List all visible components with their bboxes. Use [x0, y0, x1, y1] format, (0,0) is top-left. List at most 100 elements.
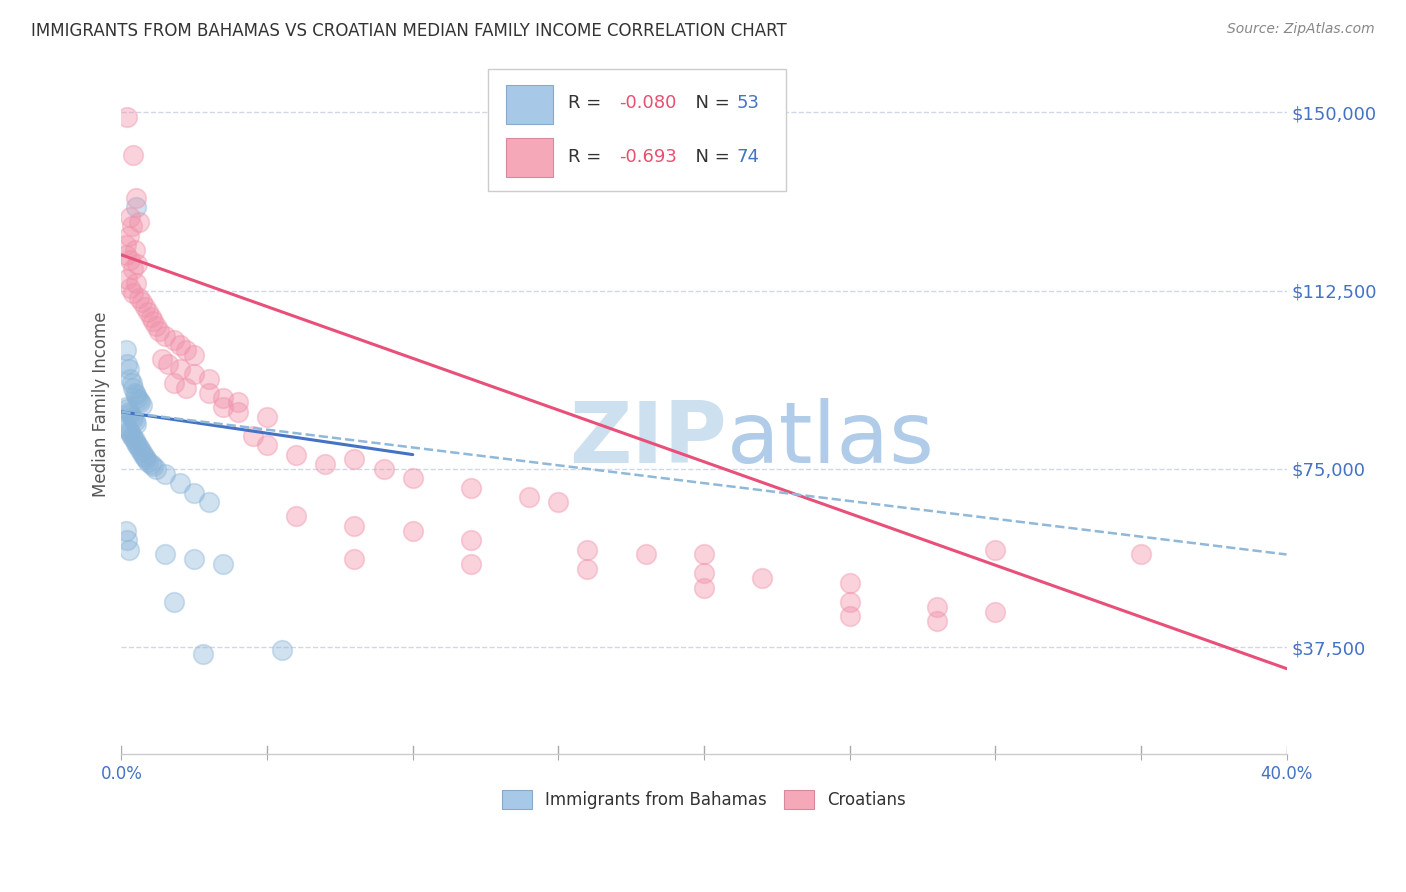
- Text: Source: ZipAtlas.com: Source: ZipAtlas.com: [1227, 22, 1375, 37]
- Point: [117, 533, 139, 548]
- Point: [183, 552, 205, 566]
- Point: [124, 414, 146, 428]
- Point: [343, 452, 366, 467]
- Point: [122, 381, 145, 395]
- Point: [1129, 548, 1152, 562]
- Point: [127, 257, 149, 271]
- Text: atlas: atlas: [727, 398, 935, 481]
- Bar: [506, 85, 553, 124]
- Text: IMMIGRANTS FROM BAHAMAS VS CROATIAN MEDIAN FAMILY INCOME CORRELATION CHART: IMMIGRANTS FROM BAHAMAS VS CROATIAN MEDI…: [31, 22, 787, 40]
- Point: [693, 581, 716, 595]
- Point: [402, 471, 425, 485]
- Point: [142, 314, 165, 328]
- Point: [128, 214, 150, 228]
- Point: [198, 495, 221, 509]
- Point: [150, 352, 173, 367]
- Point: [343, 552, 366, 566]
- Point: [157, 357, 180, 371]
- Point: [212, 391, 235, 405]
- Point: [134, 450, 156, 464]
- Point: [212, 557, 235, 571]
- Point: [131, 445, 153, 459]
- Y-axis label: Median Family Income: Median Family Income: [93, 312, 110, 498]
- Point: [139, 457, 162, 471]
- Point: [114, 248, 136, 262]
- Point: [751, 571, 773, 585]
- Point: [121, 219, 143, 234]
- Point: [163, 334, 186, 348]
- Point: [517, 491, 540, 505]
- Text: -0.693: -0.693: [619, 148, 676, 166]
- Point: [314, 457, 336, 471]
- Point: [169, 338, 191, 352]
- Point: [169, 362, 191, 376]
- Point: [183, 485, 205, 500]
- Point: [838, 609, 860, 624]
- Point: [120, 407, 142, 421]
- Point: [124, 434, 146, 448]
- Legend: Immigrants from Bahamas, Croatians: Immigrants from Bahamas, Croatians: [495, 783, 912, 816]
- Point: [256, 438, 278, 452]
- Text: 74: 74: [737, 148, 759, 166]
- Point: [174, 343, 197, 357]
- Text: -0.080: -0.080: [619, 95, 676, 112]
- Point: [134, 300, 156, 314]
- Point: [120, 281, 142, 295]
- Point: [117, 421, 139, 435]
- Point: [125, 277, 148, 291]
- Point: [124, 385, 146, 400]
- Point: [984, 605, 1007, 619]
- Point: [925, 599, 948, 614]
- Point: [114, 238, 136, 252]
- Point: [125, 191, 148, 205]
- Point: [693, 548, 716, 562]
- Point: [838, 576, 860, 591]
- Point: [139, 310, 162, 324]
- Point: [460, 533, 482, 548]
- Point: [169, 476, 191, 491]
- Text: ZIP: ZIP: [569, 398, 727, 481]
- Point: [122, 262, 145, 277]
- Bar: [506, 137, 553, 177]
- Point: [183, 367, 205, 381]
- Text: N =: N =: [685, 148, 735, 166]
- Point: [118, 424, 141, 438]
- Point: [117, 110, 139, 124]
- Point: [285, 509, 308, 524]
- Point: [122, 412, 145, 426]
- Point: [174, 381, 197, 395]
- Point: [128, 392, 150, 407]
- Point: [576, 562, 599, 576]
- Point: [183, 348, 205, 362]
- Point: [242, 428, 264, 442]
- Point: [576, 542, 599, 557]
- Point: [136, 305, 159, 319]
- Point: [153, 328, 176, 343]
- Text: 53: 53: [737, 95, 759, 112]
- Point: [270, 642, 292, 657]
- Point: [120, 210, 142, 224]
- Point: [163, 376, 186, 391]
- Point: [117, 357, 139, 371]
- Point: [114, 343, 136, 357]
- Text: N =: N =: [685, 95, 735, 112]
- Point: [838, 595, 860, 609]
- Point: [128, 291, 150, 305]
- Point: [135, 452, 157, 467]
- Point: [153, 467, 176, 481]
- Point: [114, 400, 136, 414]
- Point: [343, 519, 366, 533]
- FancyBboxPatch shape: [488, 69, 786, 192]
- Point: [125, 388, 148, 402]
- Point: [547, 495, 569, 509]
- Point: [127, 391, 149, 405]
- Point: [122, 148, 145, 162]
- Point: [285, 448, 308, 462]
- Text: R =: R =: [568, 148, 606, 166]
- Point: [125, 200, 148, 214]
- Point: [460, 557, 482, 571]
- Point: [120, 252, 142, 267]
- Point: [925, 614, 948, 628]
- Point: [121, 409, 143, 424]
- Point: [191, 648, 214, 662]
